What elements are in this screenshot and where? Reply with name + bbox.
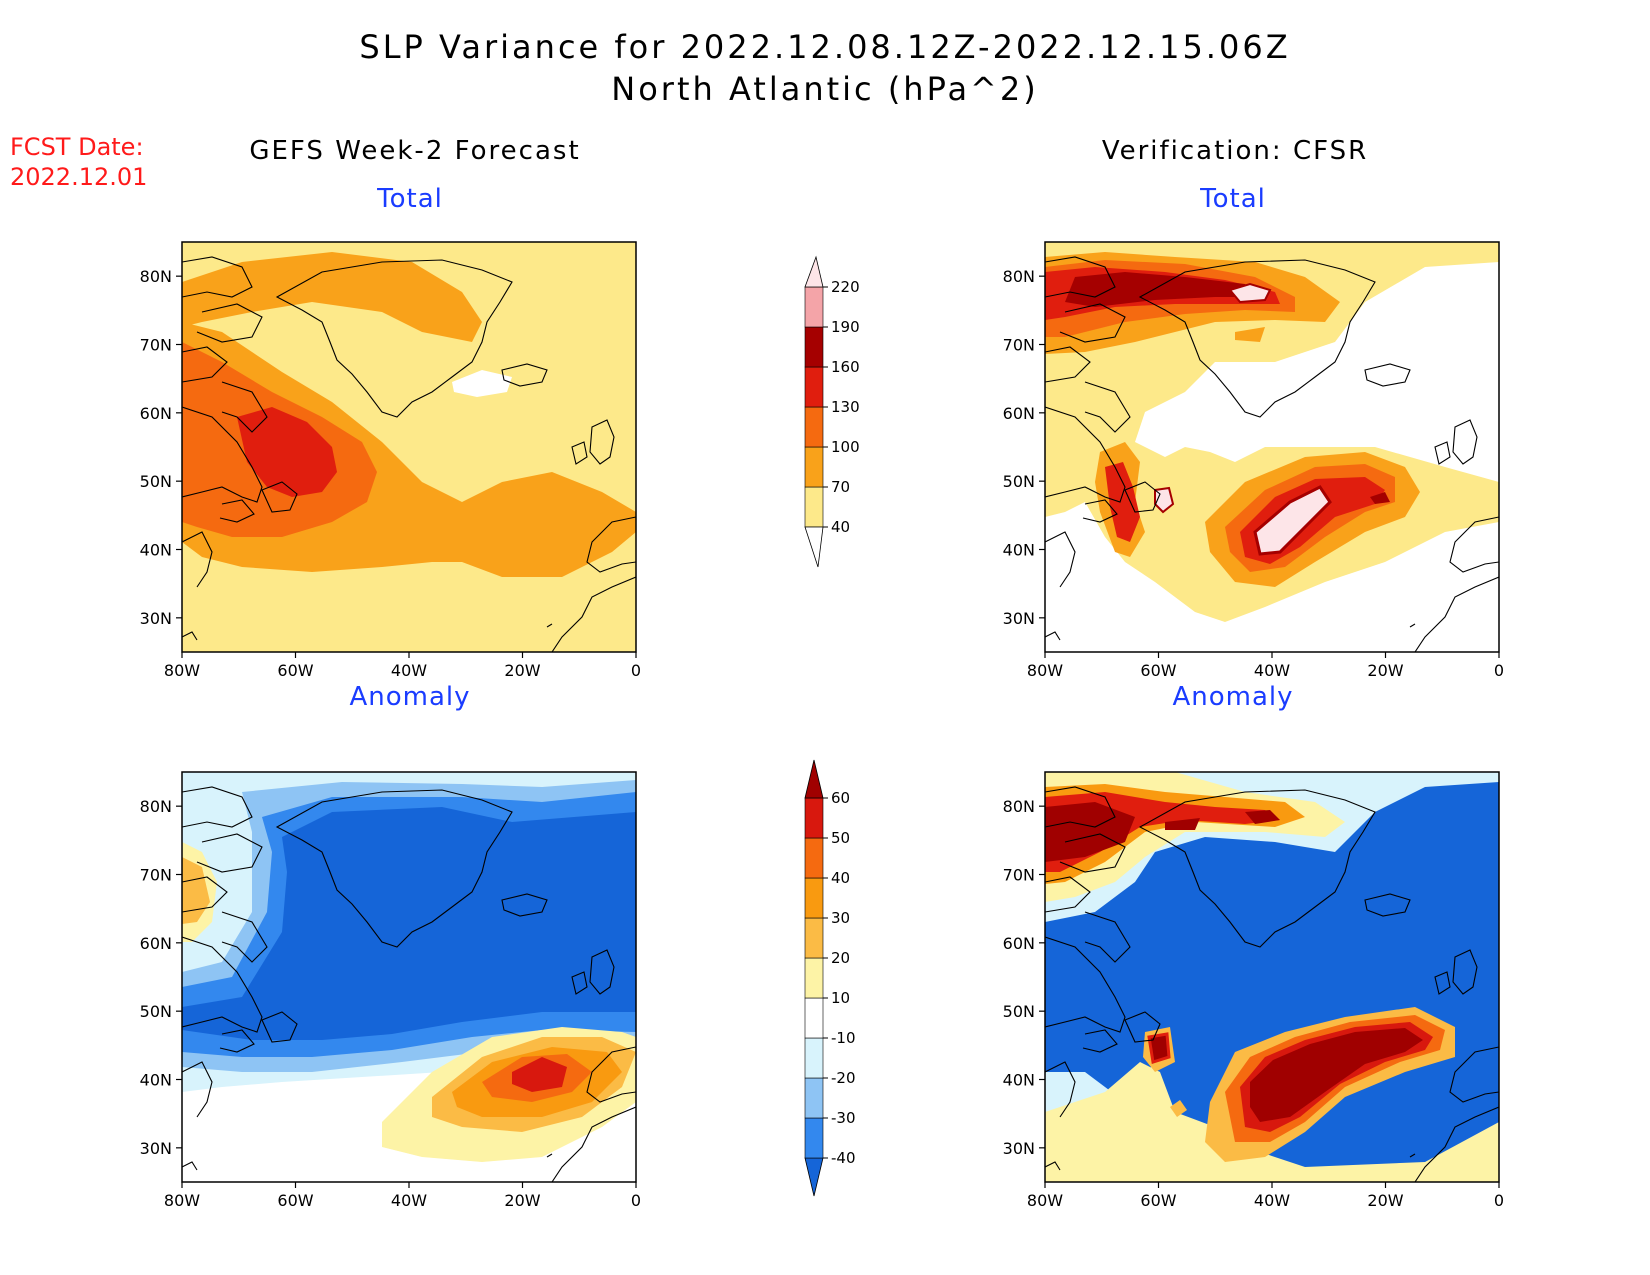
lon-tick-label: 60W [277, 1191, 313, 1210]
map-axes: 80N 70N 60N 50N 40N 30N 80W 60W 40W 20W 0 80N 70N 60N… [140, 267, 1504, 1210]
lat-tick-label: 50N [1003, 1002, 1035, 1021]
lon-tick-label: 80W [1027, 661, 1063, 680]
title-line-2: North Atlantic (hPa^2) [611, 70, 1039, 108]
colorbar-total-box [804, 486, 824, 528]
lat-tick-label: 70N [140, 866, 172, 885]
lon-tick-label: 40W [1254, 1191, 1290, 1210]
map-gefs-anomaly [182, 772, 636, 1182]
colorbar-total-box [804, 326, 824, 368]
colorbar-anomaly-label: -20 [831, 1069, 856, 1087]
colorbar-anomaly-label: 20 [831, 949, 850, 967]
lat-tick-label: 30N [1003, 1139, 1035, 1158]
colorbar-anomaly-box [804, 1117, 824, 1159]
map-cfsr-total [1045, 242, 1499, 652]
colorbar-anomaly-box [804, 877, 824, 919]
colorbar-anomaly-box [804, 1037, 824, 1079]
map-cfsr-anomaly [1045, 772, 1499, 1182]
lat-tick-label: 40N [1003, 541, 1035, 560]
fcst-label: FCST Date: [10, 133, 144, 161]
colorbar-anomaly-box [804, 957, 824, 999]
lon-tick-label: 40W [391, 661, 427, 680]
lat-tick-label: 30N [140, 1139, 172, 1158]
lon-tick-label: 20W [1367, 661, 1403, 680]
colorbar-anomaly-label: 50 [831, 829, 850, 847]
lon-tick-label: 20W [504, 1191, 540, 1210]
lat-tick-label: 80N [140, 267, 172, 286]
lat-tick-label: 40N [1003, 1071, 1035, 1090]
colorbar-anomaly-box [804, 837, 824, 879]
lat-tick-label: 70N [1003, 866, 1035, 885]
lon-tick-label: 80W [164, 1191, 200, 1210]
colorbar-anomaly-box [804, 1077, 824, 1119]
colorbar-total-low-end [804, 526, 824, 568]
lat-tick-label: 70N [1003, 336, 1035, 355]
lat-tick-label: 30N [140, 609, 172, 628]
lon-tick-label: 0 [1494, 1191, 1504, 1210]
lat-tick-label: 50N [140, 1002, 172, 1021]
lat-tick-label: 40N [140, 1071, 172, 1090]
colorbar-total-box [804, 286, 824, 328]
lon-tick-label: 0 [1494, 661, 1504, 680]
lat-tick-label: 80N [1003, 267, 1035, 286]
colorbar-anomaly-label: 30 [831, 909, 850, 927]
lon-tick-label: 20W [504, 661, 540, 680]
left-column-header: GEFS Week-2 Forecast [249, 136, 581, 166]
map-gefs-total [182, 242, 636, 652]
lon-tick-label: 0 [631, 661, 641, 680]
colorbar-anomaly-low-end [804, 1157, 824, 1197]
lat-tick-label: 50N [1003, 472, 1035, 491]
lat-tick-label: 80N [140, 797, 172, 816]
colorbar-total-label: 100 [831, 438, 860, 456]
lat-tick-label: 80N [1003, 797, 1035, 816]
colorbar-total-label: 220 [831, 278, 860, 296]
lon-tick-label: 60W [1140, 1191, 1176, 1210]
lat-tick-label: 40N [140, 541, 172, 560]
lon-tick-label: 60W [1140, 661, 1176, 680]
colorbar-anomaly-label: 10 [831, 989, 850, 1007]
colorbar-total-label: 40 [831, 518, 850, 536]
lat-tick-label: 60N [140, 404, 172, 423]
colorbar-total-label: 190 [831, 318, 860, 336]
colorbar-anomaly-label: 60 [831, 789, 850, 807]
panel-title-gefs-total: Total [377, 184, 443, 214]
panel-title-cfsr-total: Total [1200, 184, 1266, 214]
lat-tick-label: 30N [1003, 609, 1035, 628]
lat-tick-label: 60N [140, 934, 172, 953]
lat-tick-label: 70N [140, 336, 172, 355]
colorbar-anomaly: -40 -30 -20 -10 10 20 30 40 50 60 [804, 759, 856, 1197]
colorbar-anomaly-label: 40 [831, 869, 850, 887]
colorbar-total-box [804, 366, 824, 408]
colorbar-anomaly-label: -10 [831, 1029, 856, 1047]
colorbar-anomaly-box [804, 997, 824, 1039]
lat-tick-label: 60N [1003, 404, 1035, 423]
lon-tick-label: 20W [1367, 1191, 1403, 1210]
colorbar-anomaly-label: -40 [831, 1149, 856, 1167]
colorbar-total-label: 160 [831, 358, 860, 376]
colorbar-total: 40 70 100 130 160 190 220 [804, 255, 860, 568]
colorbar-anomaly-high-end [804, 759, 824, 799]
colorbar-anomaly-box [804, 917, 824, 959]
colorbar-total-box [804, 446, 824, 488]
colorbar-anomaly-box [804, 797, 824, 839]
lon-tick-label: 80W [1027, 1191, 1063, 1210]
colorbar-total-box [804, 406, 824, 448]
lon-tick-label: 40W [1254, 661, 1290, 680]
lat-tick-label: 50N [140, 472, 172, 491]
colorbar-anomaly-label: -30 [831, 1109, 856, 1127]
lon-tick-label: 0 [631, 1191, 641, 1210]
fcst-date: 2022.12.01 [10, 163, 148, 191]
lon-tick-label: 40W [391, 1191, 427, 1210]
panel-title-cfsr-anomaly: Anomaly [1172, 682, 1294, 712]
colorbar-total-label: 70 [831, 478, 850, 496]
right-column-header: Verification: CFSR [1101, 136, 1369, 166]
colorbar-total-label: 130 [831, 398, 860, 416]
lon-tick-label: 80W [164, 661, 200, 680]
colorbar-total-high-end [804, 255, 824, 288]
lon-tick-label: 60W [277, 661, 313, 680]
panel-title-gefs-anomaly: Anomaly [349, 682, 471, 712]
lat-tick-label: 60N [1003, 934, 1035, 953]
title-line-1: SLP Variance for 2022.12.08.12Z-2022.12.… [359, 28, 1291, 66]
